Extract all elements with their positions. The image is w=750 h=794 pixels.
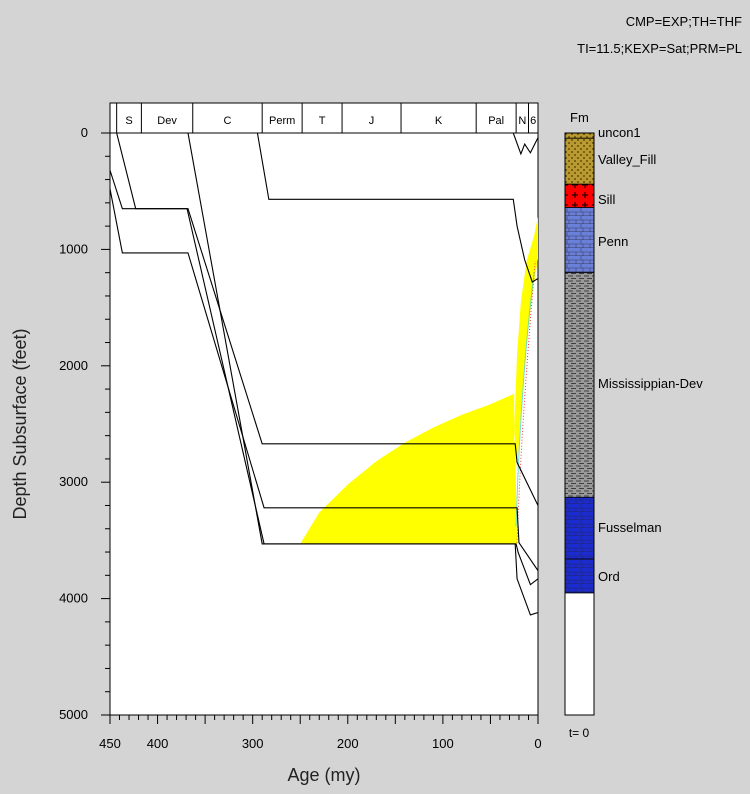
period-label-0: S (125, 115, 132, 127)
unit-label-6: Ord (598, 569, 620, 584)
x-axis: 450 400 300 200 100 0 (99, 715, 542, 751)
period-label-2: C (223, 115, 231, 127)
header-line-2: TI=11.5;KEXP=Sat;PRM=PL (577, 41, 742, 56)
unit-label-2: Sill (598, 192, 615, 207)
unit-pattern-1 (565, 138, 594, 185)
period-label-1: Dev (157, 115, 177, 127)
burial-curve-1 (110, 188, 538, 571)
unit-pattern-2 (565, 184, 594, 208)
period-label-5: J (369, 115, 375, 127)
geologic-period-bar: S Dev C Perm T J K Pal N 6 (116, 103, 536, 133)
period-label-8: N (518, 115, 526, 127)
unit-pattern-3 (565, 207, 594, 273)
unit-label-4: Mississippian-Dev (598, 376, 703, 391)
unit-pattern-4 (565, 272, 594, 498)
column-title: Fm (570, 110, 589, 125)
maturity-streak-red (516, 260, 536, 543)
formation-column: Fm uncon1 Valley_Fill Sill Penn Mississippian… (564, 110, 703, 740)
y-tick-label-2000: 2000 (59, 358, 88, 373)
y-tick-label-5000: 5000 (59, 707, 88, 722)
plot-area (109, 102, 539, 716)
x-tick-label-300: 300 (242, 736, 264, 751)
header-line-1: CMP=EXP;TH=THF (625, 14, 742, 29)
period-label-6: K (435, 115, 443, 127)
unit-label-1: Valley_Fill (598, 152, 656, 167)
maturity-zone-0 (300, 393, 518, 544)
x-tick-label-0: 0 (534, 736, 541, 751)
burial-curves-layer (110, 133, 538, 616)
x-tick-label-450: 450 (99, 736, 121, 751)
unit-pattern-0 (565, 133, 594, 139)
burial-curve-3 (187, 133, 538, 616)
column-empty-below (564, 592, 595, 716)
y-tick-label-0: 0 (81, 125, 88, 140)
column-frame (564, 132, 595, 716)
burial-curve-5 (512, 133, 538, 156)
y-tick-label-3000: 3000 (59, 474, 88, 489)
burial-curve-0 (110, 170, 538, 506)
unit-label-3: Penn (598, 234, 628, 249)
unit-label-5: Fusselman (598, 520, 662, 535)
unit-label-0: uncon1 (598, 125, 641, 140)
period-label-9: 6 (530, 115, 536, 127)
burial-curve-4 (256, 133, 538, 283)
y-axis-label: Depth Subsurface (feet) (10, 328, 30, 519)
maturity-streak-cyan (515, 272, 535, 527)
unit-pattern-6 (565, 559, 594, 593)
x-tick-label-200: 200 (337, 736, 359, 751)
x-axis-label: Age (my) (287, 765, 360, 785)
x-tick-label-400: 400 (147, 736, 169, 751)
period-label-4: T (319, 115, 326, 127)
y-tick-label-4000: 4000 (59, 591, 88, 606)
x-tick-label-100: 100 (432, 736, 454, 751)
unit-pattern-5 (565, 497, 594, 560)
period-label-3: Perm (269, 115, 295, 127)
y-axis: 0 1000 2000 3000 4000 5000 (59, 125, 110, 722)
column-time-label: t= 0 (569, 726, 590, 740)
period-label-7: Pal (488, 115, 504, 127)
y-tick-label-1000: 1000 (59, 241, 88, 256)
